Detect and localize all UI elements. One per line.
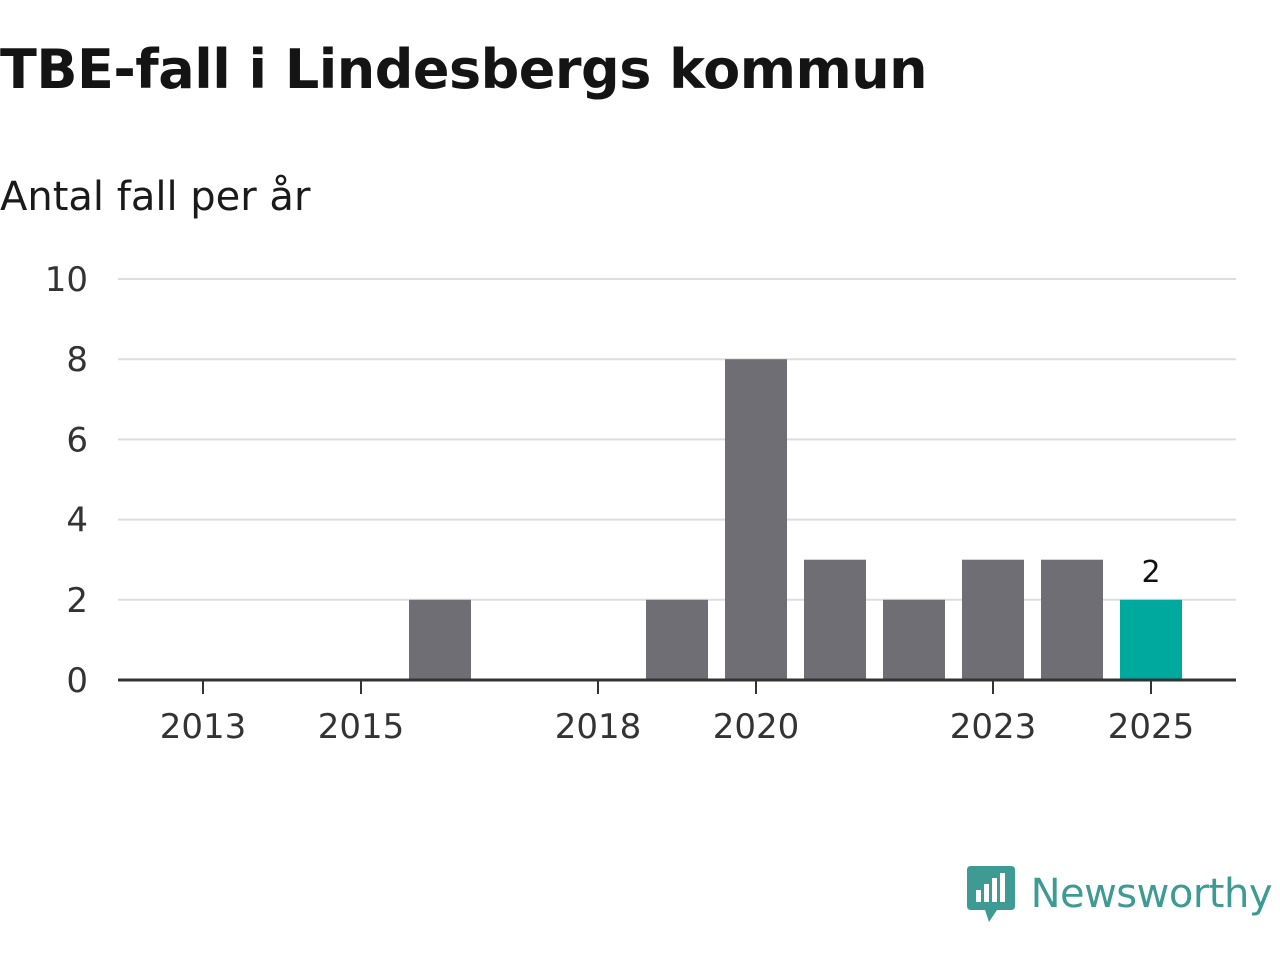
newsworthy-logo-icon bbox=[966, 866, 1015, 922]
y-tick-label-10: 10 bbox=[45, 260, 88, 300]
gridlines bbox=[118, 278, 1236, 601]
brand-name: Newsworthy bbox=[1030, 871, 1273, 917]
x-tick-label-2025: 2025 bbox=[1108, 707, 1195, 747]
annotations: 2 bbox=[1141, 555, 1160, 590]
brand: Newsworthy bbox=[965, 864, 1273, 924]
data-label-2025: 2 bbox=[1141, 555, 1160, 590]
x-tick-label-2018: 2018 bbox=[555, 707, 642, 747]
x-tick-label-2013: 2013 bbox=[160, 707, 247, 747]
y-tick-label-8: 8 bbox=[66, 340, 88, 380]
y-axis-labels: 0 2 4 6 8 10 bbox=[45, 260, 88, 701]
y-tick-label-2: 2 bbox=[66, 581, 88, 621]
x-tick-label-2015: 2015 bbox=[318, 707, 405, 747]
x-tick-label-2020: 2020 bbox=[713, 707, 800, 747]
chart-title: TBE-fall i Lindesbergs kommun bbox=[0, 38, 928, 101]
x-axis bbox=[118, 678, 1236, 694]
bar-2025 bbox=[1120, 599, 1182, 680]
y-tick-label-0: 0 bbox=[66, 661, 88, 701]
bar-2024 bbox=[1041, 559, 1103, 680]
chart-subtitle: Antal fall per år bbox=[0, 174, 311, 220]
x-tick-label-2023: 2023 bbox=[950, 707, 1037, 747]
bar-2022 bbox=[883, 599, 945, 680]
y-tick-label-6: 6 bbox=[66, 420, 88, 460]
y-tick-label-4: 4 bbox=[66, 501, 88, 541]
bar-2021 bbox=[804, 559, 866, 680]
bars bbox=[409, 359, 1182, 680]
bar-2023 bbox=[962, 559, 1024, 680]
bar-2019 bbox=[646, 599, 708, 680]
x-axis-labels: 2013 2015 2018 2020 2023 2025 bbox=[160, 707, 1195, 747]
bar-2016 bbox=[409, 599, 471, 680]
bar-2020 bbox=[725, 359, 787, 680]
